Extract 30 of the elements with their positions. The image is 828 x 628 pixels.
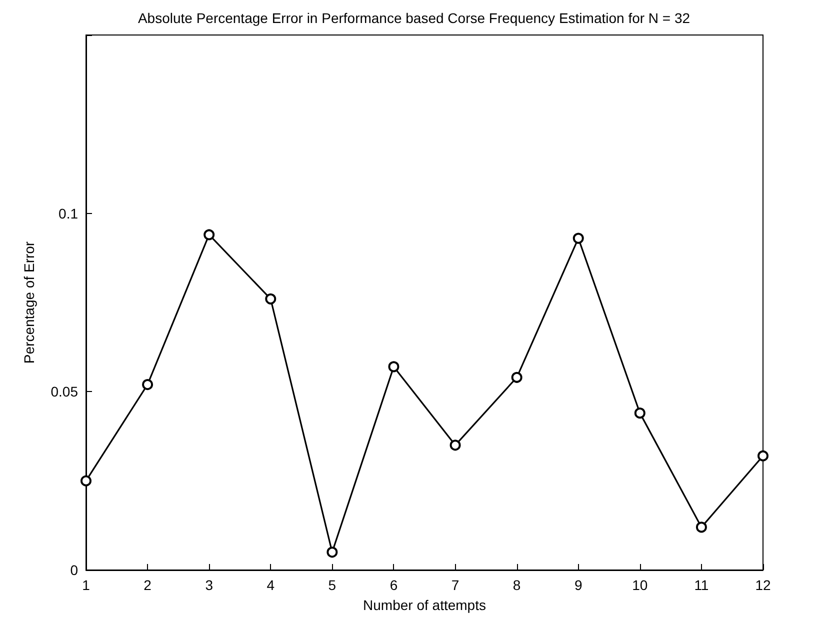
point [572, 232, 584, 244]
y-tick-label: 0 [70, 562, 78, 578]
y-axis-title: Percentage of Error [21, 241, 37, 364]
x-axis-title: Number of attempts [363, 597, 486, 613]
x-tick-label: 7 [451, 577, 460, 593]
x-tick-label: 5 [328, 577, 336, 593]
x-tick-label: 4 [266, 577, 275, 593]
point [265, 293, 276, 304]
x-tick-label: 8 [512, 577, 521, 593]
x-tick-label: 9 [574, 577, 582, 593]
y-tick-label: 0.05 [50, 384, 78, 400]
point [450, 440, 461, 451]
point [388, 361, 400, 372]
point [696, 522, 707, 533]
point [326, 546, 338, 558]
x-tick-label: 12 [755, 577, 771, 593]
x-tick-label: 2 [144, 577, 152, 593]
x-tick-label: 10 [632, 577, 648, 593]
point [80, 475, 92, 486]
chart-title: Absolute Percentage Error in Performance based Corse Frequency Estimation for N = 32 [138, 10, 690, 26]
x-tick-label: 1 [82, 577, 90, 593]
y-tick-label: 0.1 [58, 205, 78, 222]
point [758, 450, 768, 462]
x-tick-label: 6 [390, 577, 398, 593]
point [634, 408, 646, 419]
point [204, 229, 215, 240]
point [142, 379, 154, 390]
x-tick-label: 3 [205, 577, 214, 593]
x-tick-label: 11 [694, 577, 709, 593]
point [511, 372, 522, 383]
